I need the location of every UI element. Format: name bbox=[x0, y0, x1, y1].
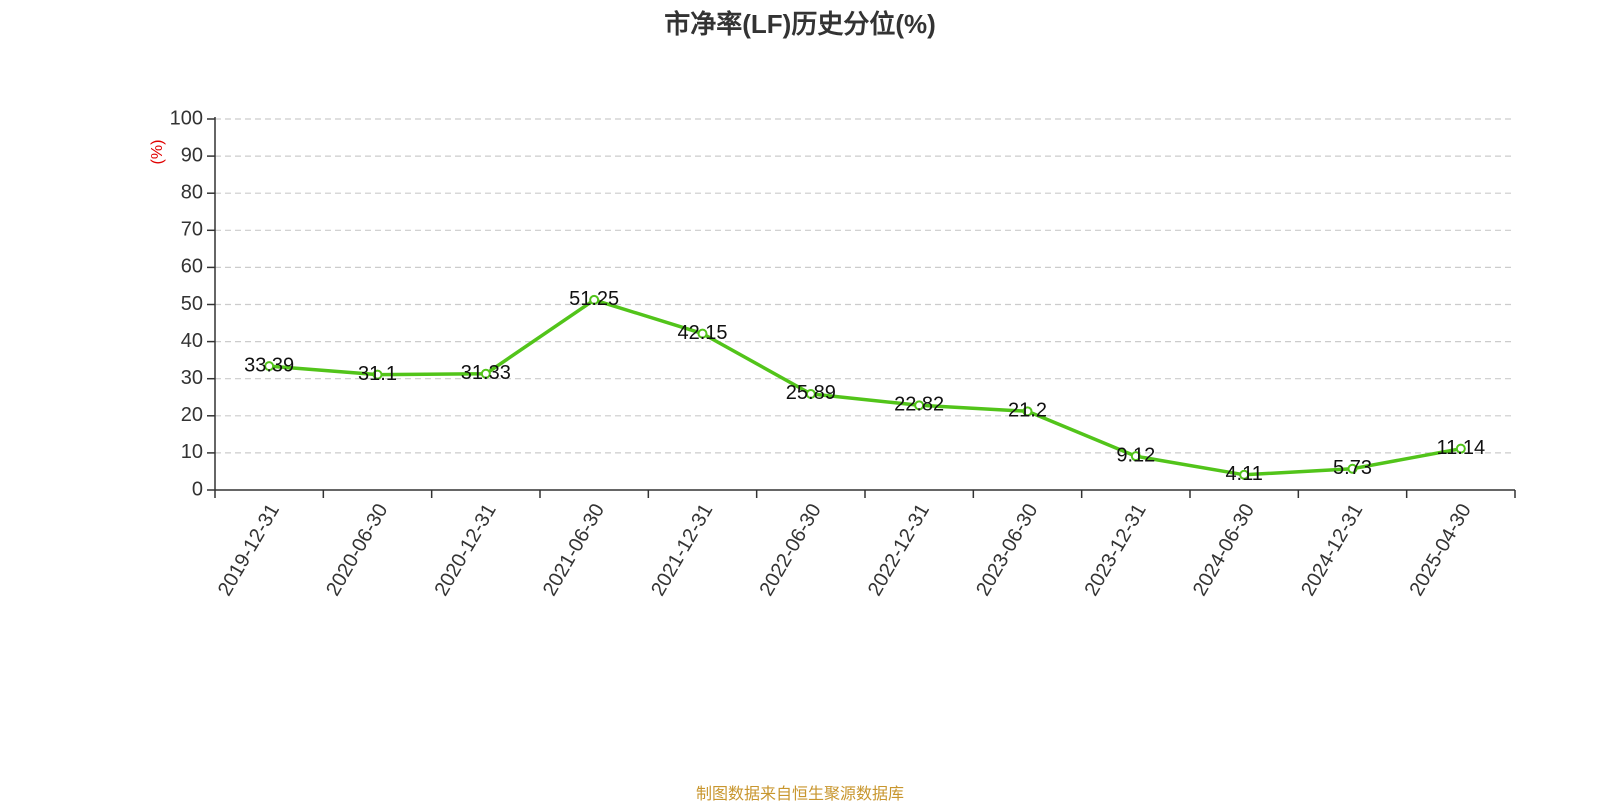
y-tick-label: 70 bbox=[181, 219, 203, 241]
y-tick-label: 0 bbox=[192, 478, 203, 500]
data-labels: 33.39 31.1 31.33 51.25 42.15 25.89 22.82 21.2 9.… bbox=[244, 288, 1485, 485]
data-point bbox=[1347, 463, 1358, 474]
y-tick-label: 50 bbox=[181, 293, 203, 315]
x-tick-label: 2019-12-31 bbox=[214, 500, 284, 600]
data-label: 4.11 bbox=[1225, 463, 1262, 485]
data-point bbox=[805, 388, 816, 399]
data-label: 31.1 bbox=[358, 363, 397, 385]
data-label: 9.12 bbox=[1116, 444, 1155, 466]
data-point bbox=[914, 400, 925, 411]
y-tick-label: 10 bbox=[181, 441, 203, 463]
x-tick-label: 2020-12-31 bbox=[431, 500, 501, 600]
y-tick-label: 100 bbox=[170, 107, 203, 129]
x-tick-label: 2023-12-31 bbox=[1081, 500, 1151, 600]
data-point bbox=[589, 294, 600, 305]
x-tick-label: 2024-12-31 bbox=[1297, 500, 1367, 600]
chart-title: 市净率(LF)历史分位(%) bbox=[664, 9, 936, 39]
x-tick-label: 2022-06-30 bbox=[756, 500, 826, 600]
y-tick-labels: 0 10 20 30 40 50 60 70 80 90 100 bbox=[170, 107, 203, 500]
y-tick-label: 40 bbox=[181, 330, 203, 352]
x-tick-label: 2021-12-31 bbox=[647, 500, 717, 600]
data-label: 42.15 bbox=[677, 322, 727, 344]
x-tick-label: 2020-06-30 bbox=[322, 500, 392, 600]
x-tick-label: 2024-06-30 bbox=[1189, 500, 1259, 600]
data-point bbox=[1455, 443, 1466, 454]
y-tick-label: 20 bbox=[181, 404, 203, 426]
data-point bbox=[1022, 406, 1033, 417]
data-point bbox=[264, 361, 275, 372]
data-label: 33.39 bbox=[244, 354, 294, 376]
data-label: 11.14 bbox=[1437, 437, 1486, 459]
data-label: 21.2 bbox=[1008, 400, 1047, 422]
x-tick-label: 2025-04-30 bbox=[1406, 500, 1476, 600]
series-line bbox=[269, 298, 1462, 477]
data-label: 5.73 bbox=[1333, 457, 1372, 479]
data-label: 22.82 bbox=[894, 394, 944, 416]
data-label: 51.25 bbox=[569, 288, 619, 310]
x-tick-label: 2023-06-30 bbox=[972, 500, 1042, 600]
y-tick-label: 80 bbox=[181, 181, 203, 203]
data-point bbox=[372, 369, 383, 380]
y-tick-label: 90 bbox=[181, 144, 203, 166]
grid-lines bbox=[215, 118, 1515, 454]
x-tick-label: 2022-12-31 bbox=[864, 500, 934, 600]
data-point bbox=[1239, 469, 1250, 480]
data-point bbox=[480, 368, 491, 379]
data-point bbox=[697, 328, 708, 339]
y-tick-label: 60 bbox=[181, 256, 203, 278]
y-tick-label: 30 bbox=[181, 367, 203, 389]
axes bbox=[207, 117, 1516, 498]
data-points bbox=[264, 294, 1466, 480]
x-tick-labels: 2019-12-31 2020-06-30 2020-12-31 2021-06-30… bbox=[214, 500, 1476, 600]
y-axis-label: (%) bbox=[149, 140, 166, 165]
data-point bbox=[1130, 451, 1141, 462]
x-tick-label: 2021-06-30 bbox=[539, 500, 609, 600]
data-label: 31.33 bbox=[461, 362, 511, 384]
source-note: 制图数据来自恒生聚源数据库 bbox=[695, 786, 904, 803]
data-label: 25.89 bbox=[786, 382, 836, 404]
